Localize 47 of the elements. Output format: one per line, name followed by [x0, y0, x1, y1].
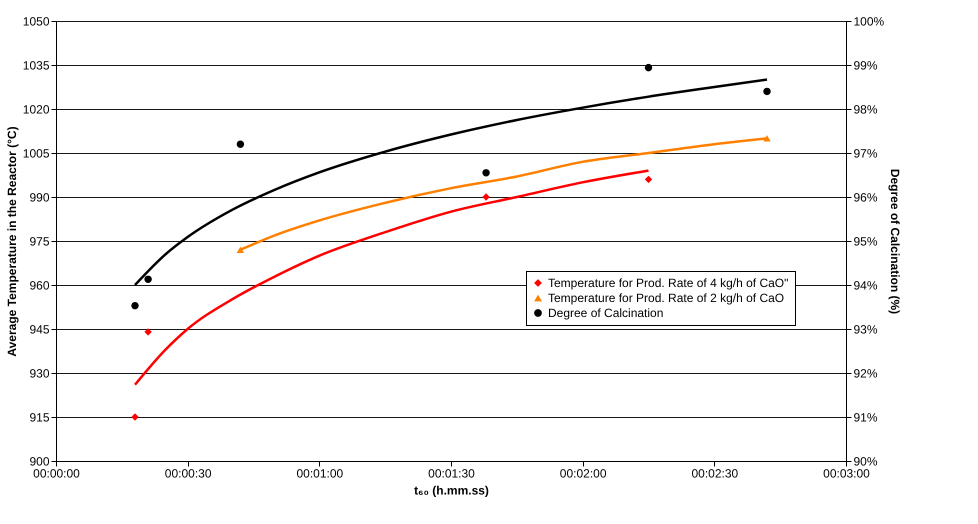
- y-tick-label: 975: [29, 234, 50, 248]
- x-axis-title: t₆₀ (h.mm.ss): [414, 484, 489, 498]
- y2-tick-label: 91%: [854, 410, 878, 424]
- point: [144, 328, 152, 336]
- point: [131, 413, 139, 421]
- y2-tick-label: 98%: [854, 102, 878, 116]
- y-axis-title: Average Temperature in the Reactor (°C): [4, 126, 19, 357]
- y-tick-label: 990: [29, 190, 50, 204]
- y2-tick-label: 90%: [854, 454, 878, 468]
- x-tick-label: 00:01:30: [428, 466, 476, 480]
- y2-tick-label: 99%: [854, 58, 878, 72]
- y-tick-label: 1035: [22, 58, 50, 72]
- y2-tick-label: 94%: [854, 278, 878, 292]
- y2-tick-label: 100%: [854, 14, 885, 28]
- y-tick-label: 1005: [22, 146, 50, 160]
- x-tick-label: 00:01:00: [296, 466, 344, 480]
- y2-axis-title: Degree of Calcination (%): [888, 168, 902, 314]
- y-tick-label: 945: [29, 322, 50, 336]
- legend-label: Temperature for Prod. Rate of 4 kg/h of CaO": [548, 276, 788, 290]
- y2-tick-label: 95%: [854, 234, 878, 248]
- y2-tick-label: 97%: [854, 146, 878, 160]
- x-tick-label: 00:02:30: [691, 466, 739, 480]
- y-tick-label: 900: [29, 454, 50, 468]
- y-tick-label: 915: [29, 410, 50, 424]
- point: [131, 302, 139, 310]
- point: [763, 88, 771, 96]
- point: [236, 140, 244, 148]
- x-tick-label: 00:00:30: [164, 466, 212, 480]
- point: [144, 276, 152, 283]
- x-tick-label: 00:00:00: [33, 466, 80, 480]
- point: [482, 169, 490, 176]
- y-tick-label: 1050: [22, 14, 50, 28]
- y2-tick-label: 93%: [854, 322, 878, 336]
- point: [236, 246, 244, 254]
- y-tick-label: 1020: [22, 102, 50, 116]
- y2-tick-label: 92%: [854, 366, 878, 380]
- legend-label: Temperature for Prod. Rate of 2 kg/h of CaO: [548, 291, 784, 305]
- y-tick-label: 930: [29, 366, 50, 380]
- point: [763, 135, 771, 142]
- x-tick-label: 00:03:00: [823, 466, 870, 480]
- point: [482, 193, 490, 201]
- y2-tick-label: 96%: [854, 190, 878, 204]
- x-tick-label: 00:02:00: [560, 466, 607, 480]
- point: [644, 64, 652, 72]
- point: [644, 176, 652, 184]
- legend-label: Degree of Calcination: [548, 306, 664, 320]
- y-tick-label: 960: [29, 278, 50, 292]
